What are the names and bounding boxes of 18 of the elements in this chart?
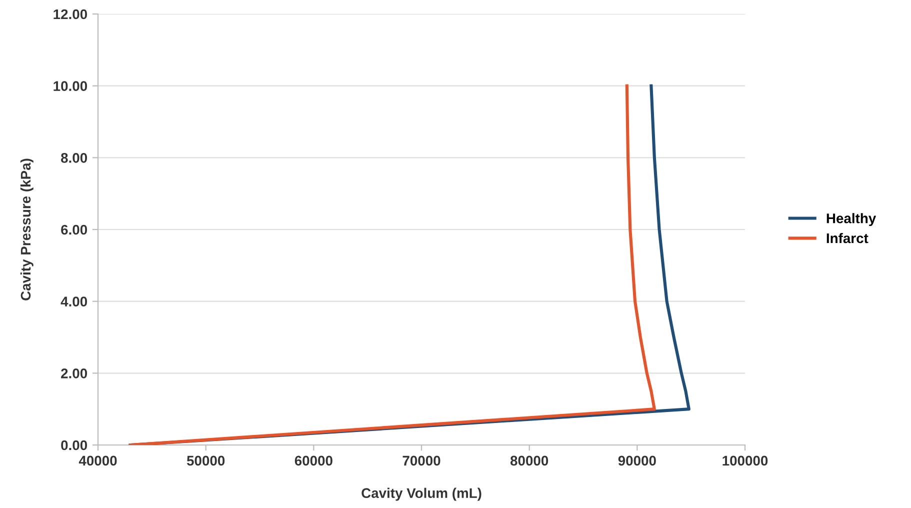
y-tick-label: 12.00	[54, 9, 88, 20]
y-tick-label: 4.00	[60, 296, 88, 307]
x-tick-label: 100000	[722, 456, 768, 466]
x-tick-label: 90000	[618, 456, 656, 466]
legend-label: Healthy	[826, 213, 876, 226]
x-tick-label: 70000	[402, 456, 440, 466]
y-tick-label: 0.00	[61, 440, 88, 450]
y-tick-label: 2.00	[61, 368, 88, 378]
x-tick-label: 60000	[294, 456, 332, 466]
y-tick-label: 8.00	[60, 153, 88, 163]
y-tick-label: 10.00	[54, 81, 88, 92]
x-axis-title: Cavity Volum (mL)	[362, 488, 482, 501]
y-axis-title: Cavity Pressure (kPa)	[20, 158, 34, 300]
legend-label: Infarct	[826, 232, 868, 244]
y-tick-label: 6.00	[61, 224, 88, 235]
x-tick-label: 50000	[186, 456, 225, 466]
x-tick-label: 80000	[510, 456, 548, 466]
x-tick-label: 40000	[78, 456, 117, 466]
